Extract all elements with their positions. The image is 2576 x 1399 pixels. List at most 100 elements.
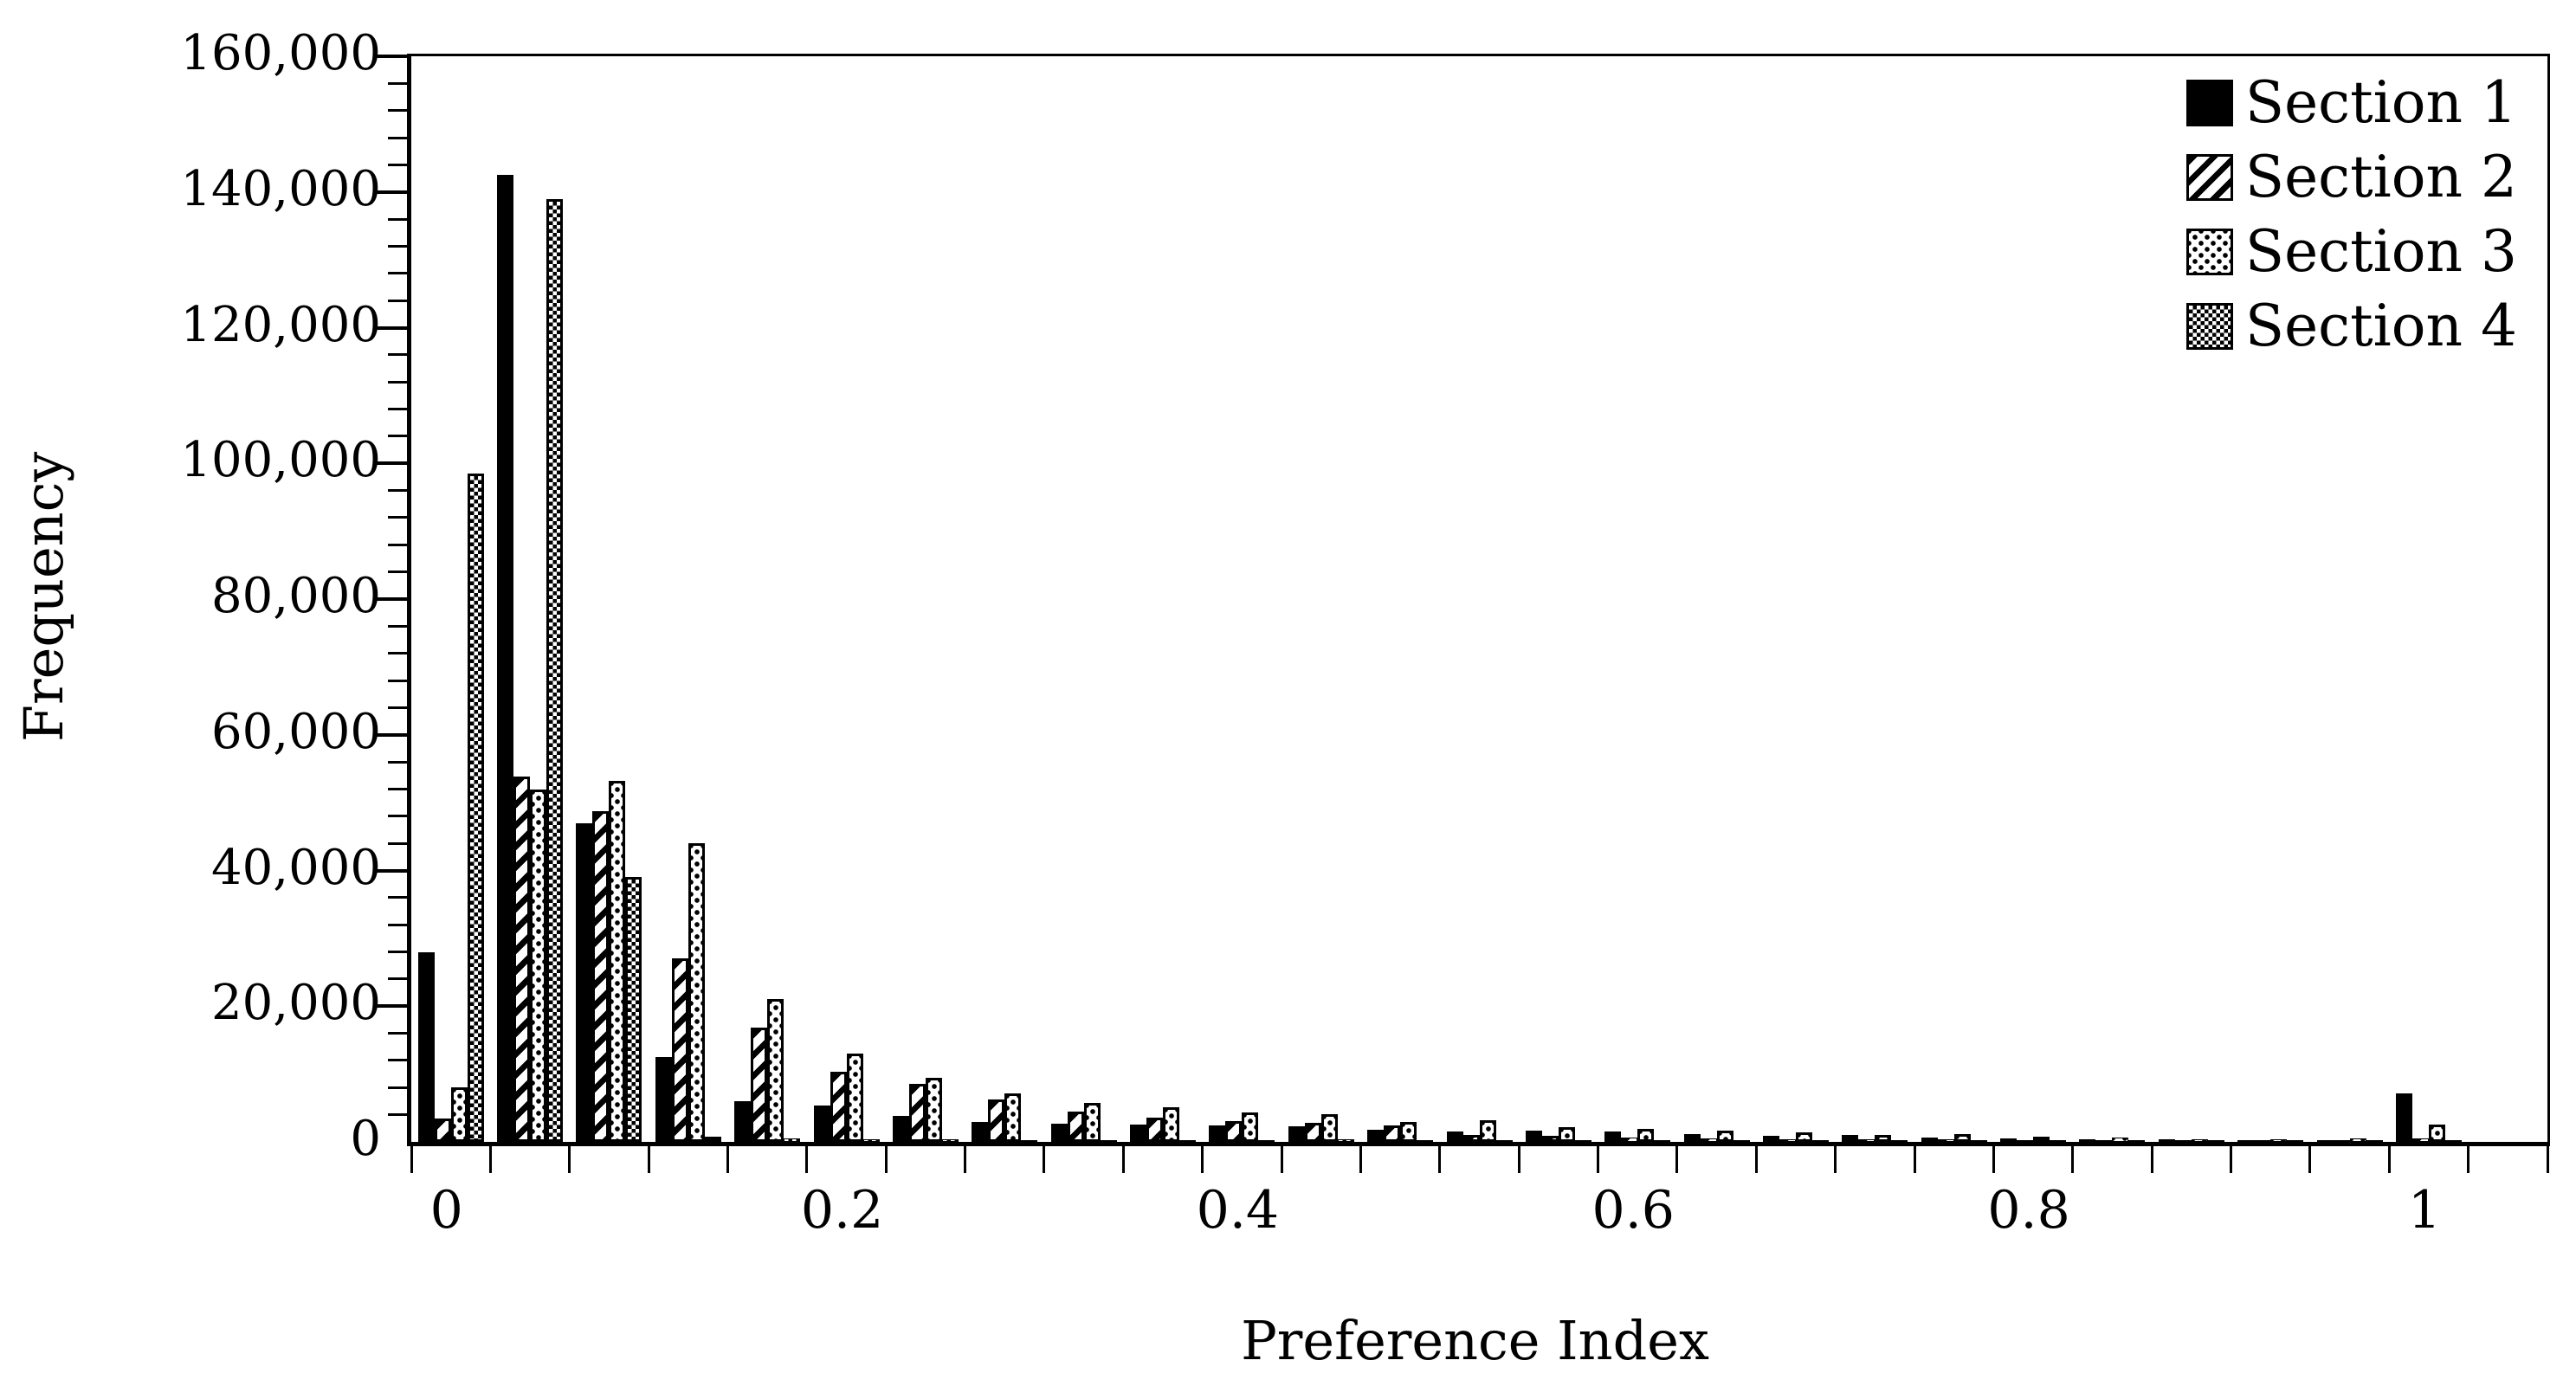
bar bbox=[2191, 1138, 2208, 1142]
bar bbox=[925, 1077, 942, 1142]
bar-group bbox=[1842, 1135, 1908, 1142]
bar bbox=[1384, 1125, 1401, 1142]
bar bbox=[1400, 1121, 1417, 1142]
bar bbox=[1130, 1125, 1147, 1142]
bar bbox=[671, 958, 688, 1142]
bar-group bbox=[1130, 1107, 1197, 1142]
bar bbox=[1779, 1138, 1796, 1142]
bar bbox=[417, 951, 435, 1142]
y-tick-label: 140,000 bbox=[180, 160, 381, 217]
legend-label: Section 1 bbox=[2244, 69, 2517, 136]
bar bbox=[1258, 1140, 1275, 1142]
bar bbox=[1050, 1123, 1068, 1142]
y-axis-minor-tick bbox=[388, 435, 407, 438]
bar bbox=[1604, 1131, 1622, 1142]
x-axis-tick bbox=[1675, 1142, 1679, 1173]
bar bbox=[1179, 1140, 1197, 1142]
y-axis-minor-tick bbox=[388, 136, 407, 139]
bar bbox=[2349, 1138, 2366, 1142]
y-axis-minor-tick bbox=[388, 1032, 407, 1035]
bar bbox=[1762, 1135, 1779, 1142]
bar bbox=[1858, 1138, 1876, 1142]
bar bbox=[1733, 1140, 1750, 1142]
bar bbox=[2316, 1139, 2334, 1142]
y-tick-label: 40,000 bbox=[211, 839, 381, 896]
x-axis-tick bbox=[488, 1142, 492, 1173]
bar-group bbox=[2316, 1138, 2383, 1142]
bar bbox=[2207, 1140, 2224, 1142]
bar bbox=[2112, 1137, 2129, 1142]
bar bbox=[2254, 1140, 2271, 1142]
bar-group bbox=[2079, 1137, 2146, 1142]
y-tick-label: 100,000 bbox=[180, 432, 381, 489]
legend-item: Section 4 bbox=[2185, 293, 2517, 359]
bar bbox=[1891, 1140, 1908, 1142]
y-axis-minor-tick bbox=[388, 571, 407, 574]
bar bbox=[1100, 1139, 1117, 1142]
bar bbox=[1209, 1125, 1226, 1142]
y-axis-minor-tick bbox=[388, 679, 407, 682]
bar-group bbox=[2000, 1136, 2067, 1142]
y-axis-major-tick bbox=[376, 461, 407, 466]
bar bbox=[513, 777, 531, 1142]
bar-group bbox=[1762, 1132, 1829, 1142]
y-axis-minor-tick bbox=[388, 951, 407, 954]
y-axis-minor-tick bbox=[388, 408, 407, 411]
bar bbox=[1700, 1138, 1717, 1142]
bar bbox=[2158, 1138, 2175, 1142]
y-axis-minor-tick bbox=[388, 624, 407, 628]
y-axis-minor-tick bbox=[388, 652, 407, 655]
y-axis-minor-tick bbox=[388, 109, 407, 113]
x-axis-tick bbox=[2467, 1142, 2470, 1173]
y-axis-minor-tick bbox=[388, 841, 407, 845]
bar bbox=[2000, 1138, 2018, 1142]
x-axis-tick bbox=[568, 1142, 571, 1173]
legend-item: Section 3 bbox=[2185, 223, 2517, 280]
bar-group bbox=[892, 1077, 959, 1142]
x-axis-tick bbox=[1121, 1142, 1125, 1173]
bar bbox=[625, 877, 642, 1142]
y-axis-major-tick bbox=[376, 1004, 407, 1009]
y-axis-major-tick bbox=[376, 326, 407, 330]
bar bbox=[467, 474, 484, 1142]
bar bbox=[784, 1138, 801, 1142]
bar bbox=[1479, 1119, 1496, 1142]
x-axis-tick bbox=[805, 1142, 809, 1173]
bar-group bbox=[813, 1054, 880, 1142]
x-axis-tick-labels: 0 0.2 0.4 0.6 0.8 1 bbox=[407, 1184, 2543, 1254]
bar bbox=[1558, 1126, 1575, 1142]
y-axis-minor-tick bbox=[388, 543, 407, 546]
x-axis-tick bbox=[2546, 1142, 2549, 1173]
x-axis-tick bbox=[1201, 1142, 1204, 1173]
y-axis-minor-tick bbox=[388, 977, 407, 981]
bar-group bbox=[497, 175, 564, 1142]
bar bbox=[2395, 1093, 2412, 1142]
bar bbox=[2444, 1140, 2462, 1142]
x-axis-tick bbox=[2308, 1142, 2312, 1173]
bar bbox=[908, 1083, 926, 1142]
y-axis-minor-tick bbox=[388, 1059, 407, 1062]
legend-swatch-solid-black-icon bbox=[2185, 80, 2233, 126]
x-axis-tick bbox=[1597, 1142, 1600, 1173]
x-axis-tick bbox=[884, 1142, 888, 1173]
y-axis-minor-tick bbox=[388, 1113, 407, 1117]
bar bbox=[1004, 1093, 1022, 1142]
x-axis-tick bbox=[1280, 1142, 1283, 1173]
bar bbox=[1146, 1117, 1164, 1142]
bar-group bbox=[1921, 1133, 1987, 1142]
y-axis-minor-tick bbox=[388, 516, 407, 519]
bar bbox=[751, 1028, 768, 1142]
y-tick-label: 120,000 bbox=[180, 296, 381, 353]
bar bbox=[2270, 1138, 2288, 1142]
bar bbox=[1637, 1129, 1655, 1142]
bar bbox=[1716, 1131, 1733, 1142]
bar bbox=[576, 822, 593, 1142]
x-axis-tick bbox=[2150, 1142, 2153, 1173]
legend-item: Section 1 bbox=[2185, 69, 2517, 136]
legend-swatch-fine-checker-icon bbox=[2185, 303, 2233, 350]
bar bbox=[704, 1136, 721, 1142]
x-axis-tick bbox=[1992, 1142, 1995, 1173]
x-axis-tick bbox=[1913, 1142, 1916, 1173]
y-axis-major-tick bbox=[376, 868, 407, 873]
legend-label: Section 4 bbox=[2244, 293, 2517, 359]
